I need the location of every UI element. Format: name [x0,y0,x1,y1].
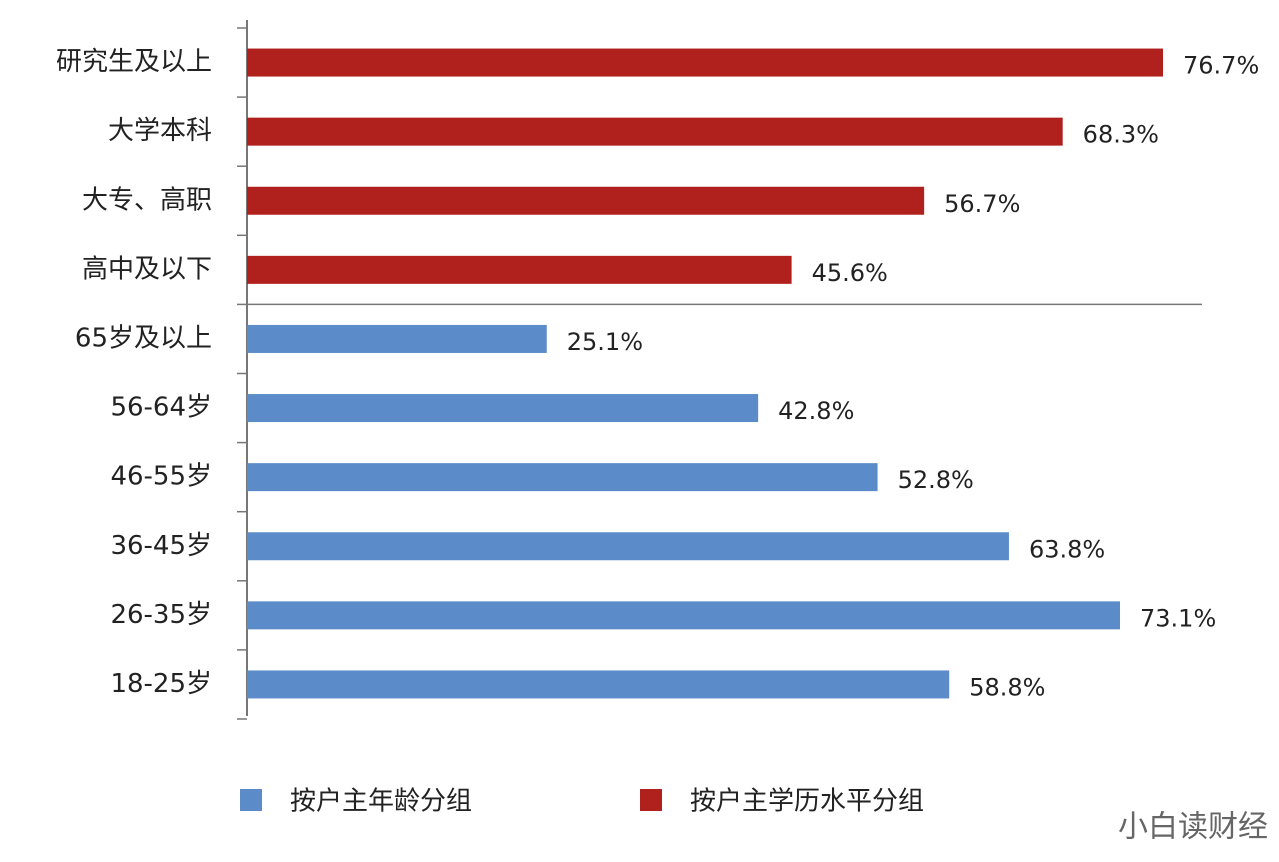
value-label: 73.1% [1140,604,1216,632]
bar [247,255,792,284]
bar [247,48,1163,77]
value-label: 63.8% [1029,535,1105,563]
bar [247,601,1121,630]
bar [247,324,547,353]
legend-swatch [640,789,662,811]
value-label: 58.8% [969,673,1045,701]
value-label: 68.3% [1083,121,1159,149]
y-tick-label: 65岁及以上 [75,323,212,353]
value-label: 56.7% [944,190,1020,218]
y-tick-label: 研究生及以上 [56,47,212,77]
legend-label: 按户主年龄分组 [290,787,472,817]
value-label: 42.8% [778,397,854,425]
legend-swatch [240,789,262,811]
bar [247,463,878,492]
y-tick-label: 46-55岁 [110,462,212,492]
y-tick-label: 高中及以下 [82,254,212,284]
bar [247,117,1063,146]
value-label: 76.7% [1183,52,1259,80]
legend-label: 按户主学历水平分组 [690,787,924,817]
y-tick-label: 大专、高职 [82,185,212,215]
y-tick-label: 56-64岁 [110,393,212,423]
bar [247,532,1009,561]
y-tick-label: 18-25岁 [110,669,212,699]
value-label: 45.6% [812,259,888,287]
bar [247,670,950,699]
bar [247,394,759,423]
y-tick-label: 36-45岁 [110,531,212,561]
y-tick-label: 26-35岁 [110,600,212,630]
y-tick-label: 大学本科 [108,116,212,146]
watermark: 小白读财经 [1118,810,1268,845]
value-label: 25.1% [567,328,643,356]
bar [247,186,925,215]
value-label: 52.8% [898,466,974,494]
